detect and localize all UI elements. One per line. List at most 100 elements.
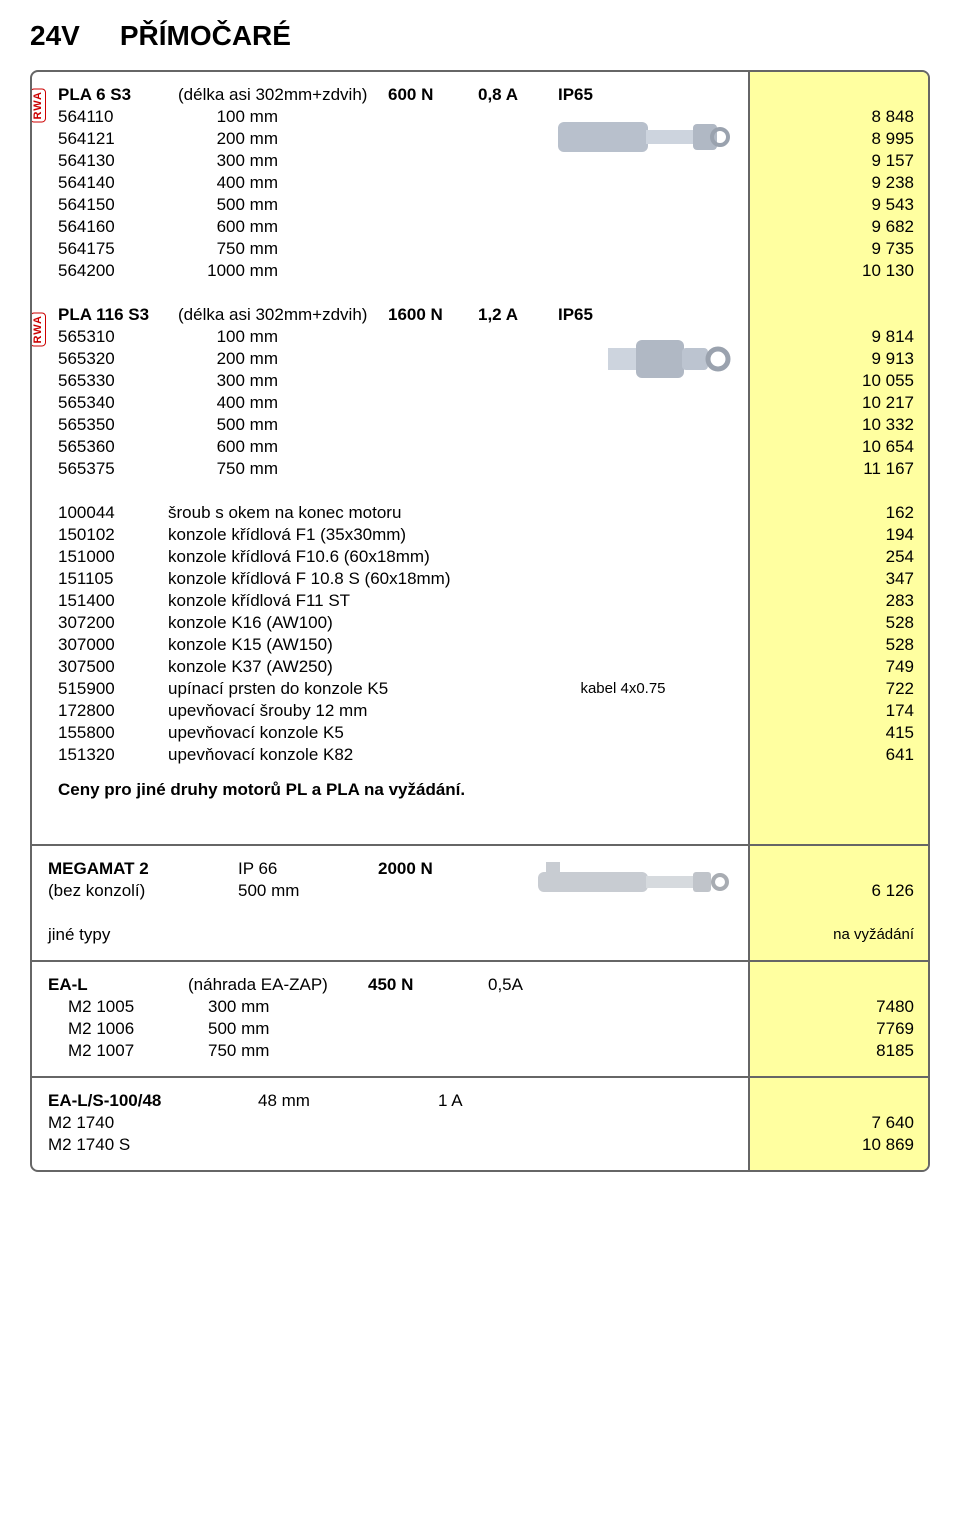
rwa-badge: RWA: [30, 88, 46, 122]
item-price: 10 332: [764, 414, 914, 436]
item-code: M2 1006: [48, 1018, 208, 1040]
table-row: 151320 upevňovací konzole K82: [58, 744, 732, 766]
item-price: 8 848: [764, 106, 914, 128]
item-length: 750 mm: [168, 238, 278, 260]
item-length: 500 mm: [168, 414, 278, 436]
eal-paren: (náhrada EA-ZAP): [188, 974, 368, 996]
item-code: M2 1740: [48, 1112, 258, 1134]
item-length: 1000 mm: [168, 260, 278, 282]
item-desc: upevňovací šrouby 12 mm: [168, 700, 548, 722]
item-price: 254: [764, 546, 914, 568]
eals-length: 48 mm: [258, 1090, 438, 1112]
item-code: 151400: [58, 590, 168, 612]
item-price: 415: [764, 722, 914, 744]
product-name: PLA 6 S3: [58, 84, 178, 106]
table-row: 155800 upevňovací konzole K5: [58, 722, 732, 744]
item-code: 564200: [58, 260, 168, 282]
on-request-label: na vyžádání: [764, 924, 914, 946]
item-price: 9 735: [764, 238, 914, 260]
item-price: 10 654: [764, 436, 914, 458]
footer-note: Ceny pro jiné druhy motorů PL a PLA na v…: [58, 780, 732, 800]
item-length: 750 mm: [168, 458, 278, 480]
item-price: 528: [764, 634, 914, 656]
table-row: 151105 konzole křídlová F 10.8 S (60x18m…: [58, 568, 732, 590]
item-extra: kabel 4x0.75: [548, 678, 698, 700]
item-desc: konzole K15 (AW150): [168, 634, 548, 656]
megamat-force: 2000 N: [378, 858, 498, 880]
item-code: 151320: [58, 744, 168, 766]
table-row: 307500 konzole K37 (AW250): [58, 656, 732, 678]
voltage-title: 24V: [30, 20, 80, 52]
price-column: 8 8488 9959 1579 2389 5439 6829 73510 13…: [748, 72, 928, 844]
item-desc: konzole K37 (AW250): [168, 656, 548, 678]
item-extra: [548, 722, 698, 744]
item-extra: [548, 744, 698, 766]
item-code: 565340: [58, 392, 168, 414]
table-row: 565375 750 mm: [58, 458, 732, 480]
item-code: 564110: [58, 106, 168, 128]
item-extra: [548, 590, 698, 612]
item-code: 564130: [58, 150, 168, 172]
product-force: 1600 N: [388, 304, 478, 326]
item-code: 307000: [58, 634, 168, 656]
product-amps: 0,8 A: [478, 84, 558, 106]
table-row: 565350 500 mm: [58, 414, 732, 436]
table-row: M2 1007 750 mm: [48, 1040, 732, 1062]
item-price: 9 543: [764, 194, 914, 216]
eals-name: EA-L/S-100/48: [48, 1090, 258, 1112]
product-force: 600 N: [388, 84, 478, 106]
item-code: 172800: [58, 700, 168, 722]
item-desc: konzole křídlová F11 ST: [168, 590, 548, 612]
item-price: 7480: [764, 996, 914, 1018]
table-row: 151400 konzole křídlová F11 ST: [58, 590, 732, 612]
eal-force: 450 N: [368, 974, 488, 996]
item-desc: konzole křídlová F1 (35x30mm): [168, 524, 548, 546]
rwa-badge: RWA: [30, 312, 46, 346]
item-price: 283: [764, 590, 914, 612]
item-extra: [548, 612, 698, 634]
item-length: 300 mm: [208, 996, 388, 1018]
catalog-box: RWA RWA: [30, 70, 930, 1172]
item-price: 9 913: [764, 348, 914, 370]
item-price: 10 869: [764, 1134, 914, 1156]
item-length: 500 mm: [168, 194, 278, 216]
item-length: 100 mm: [168, 326, 278, 348]
item-price: 9 814: [764, 326, 914, 348]
page-title: PŘÍMOČARÉ: [120, 20, 291, 52]
item-price: 749: [764, 656, 914, 678]
item-code: 564160: [58, 216, 168, 238]
table-row: 515900 upínací prsten do konzole K5 kabe…: [58, 678, 732, 700]
item-code: 564140: [58, 172, 168, 194]
item-length: 200 mm: [168, 128, 278, 150]
item-length: 100 mm: [168, 106, 278, 128]
product-amps: 1,2 A: [478, 304, 558, 326]
table-row: 307200 konzole K16 (AW100): [58, 612, 732, 634]
item-code: M2 1740 S: [48, 1134, 258, 1156]
product-name: PLA 116 S3: [58, 304, 178, 326]
item-length: 750 mm: [208, 1040, 388, 1062]
eals-amps: 1 A: [438, 1090, 538, 1112]
item-extra: [548, 700, 698, 722]
table-row: 100044 šroub s okem na konec motoru: [58, 502, 732, 524]
other-types-label: jiné typy: [48, 924, 110, 946]
item-code: 515900: [58, 678, 168, 700]
item-desc: konzole křídlová F10.6 (60x18mm): [168, 546, 548, 568]
item-price: 528: [764, 612, 914, 634]
item-extra: [548, 656, 698, 678]
item-price: 347: [764, 568, 914, 590]
item-length: 600 mm: [168, 216, 278, 238]
actuator-image: [558, 92, 738, 182]
item-code: 565350: [58, 414, 168, 436]
table-row: M2 1740 S: [48, 1134, 732, 1156]
item-price: 722: [764, 678, 914, 700]
item-price: 7769: [764, 1018, 914, 1040]
item-extra: [548, 502, 698, 524]
table-row: 564175 750 mm: [58, 238, 732, 260]
item-code: 307200: [58, 612, 168, 634]
item-price: 10 055: [764, 370, 914, 392]
item-code: 565375: [58, 458, 168, 480]
item-desc: upínací prsten do konzole K5: [168, 678, 548, 700]
table-row: 564160 600 mm: [58, 216, 732, 238]
item-code: 565330: [58, 370, 168, 392]
item-code: 151000: [58, 546, 168, 568]
